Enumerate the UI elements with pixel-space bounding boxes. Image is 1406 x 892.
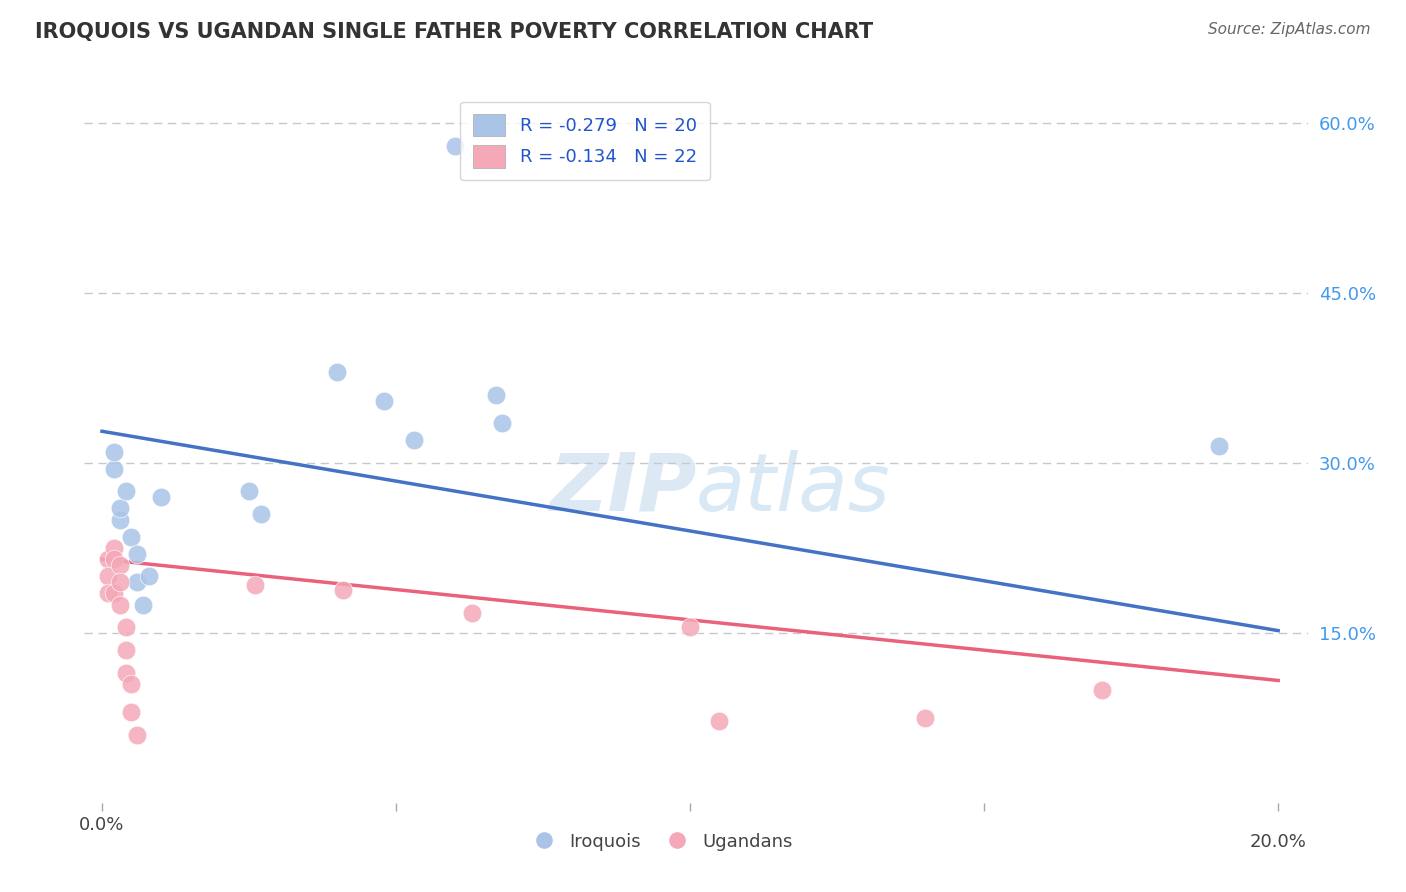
Point bbox=[108, 501, 131, 516]
Text: ZIP: ZIP bbox=[548, 450, 696, 528]
Point bbox=[114, 643, 136, 657]
Point bbox=[461, 606, 484, 620]
Point bbox=[243, 578, 266, 592]
Point bbox=[138, 569, 160, 583]
Point bbox=[127, 728, 149, 742]
Point bbox=[402, 434, 425, 448]
Point bbox=[120, 677, 142, 691]
Point bbox=[108, 574, 131, 589]
Point bbox=[108, 558, 131, 572]
Point bbox=[914, 711, 936, 725]
Point bbox=[103, 586, 125, 600]
Text: IROQUOIS VS UGANDAN SINGLE FATHER POVERTY CORRELATION CHART: IROQUOIS VS UGANDAN SINGLE FATHER POVERT… bbox=[35, 22, 873, 42]
Legend: Iroquois, Ugandans: Iroquois, Ugandans bbox=[519, 826, 800, 858]
Point bbox=[1208, 439, 1230, 453]
Point bbox=[709, 714, 731, 729]
Point bbox=[97, 586, 120, 600]
Point bbox=[485, 388, 508, 402]
Point bbox=[249, 507, 271, 521]
Point bbox=[108, 513, 131, 527]
Point bbox=[127, 547, 149, 561]
Point bbox=[238, 484, 260, 499]
Text: atlas: atlas bbox=[696, 450, 891, 528]
Point bbox=[114, 484, 136, 499]
Point bbox=[332, 582, 354, 597]
Point bbox=[679, 620, 702, 634]
Point bbox=[373, 393, 395, 408]
Point bbox=[103, 461, 125, 475]
Point bbox=[127, 574, 149, 589]
Point bbox=[114, 665, 136, 680]
Point bbox=[120, 705, 142, 719]
Point bbox=[108, 598, 131, 612]
Point bbox=[97, 552, 120, 566]
Point bbox=[103, 552, 125, 566]
Point bbox=[149, 490, 172, 504]
Point bbox=[326, 365, 349, 379]
Point bbox=[103, 444, 125, 458]
Text: 20.0%: 20.0% bbox=[1250, 833, 1306, 851]
Point bbox=[491, 417, 513, 431]
Point bbox=[97, 569, 120, 583]
Point bbox=[120, 530, 142, 544]
Point bbox=[132, 598, 155, 612]
Point bbox=[1091, 682, 1114, 697]
Text: Source: ZipAtlas.com: Source: ZipAtlas.com bbox=[1208, 22, 1371, 37]
Point bbox=[444, 138, 467, 153]
Point bbox=[103, 541, 125, 555]
Point bbox=[114, 620, 136, 634]
